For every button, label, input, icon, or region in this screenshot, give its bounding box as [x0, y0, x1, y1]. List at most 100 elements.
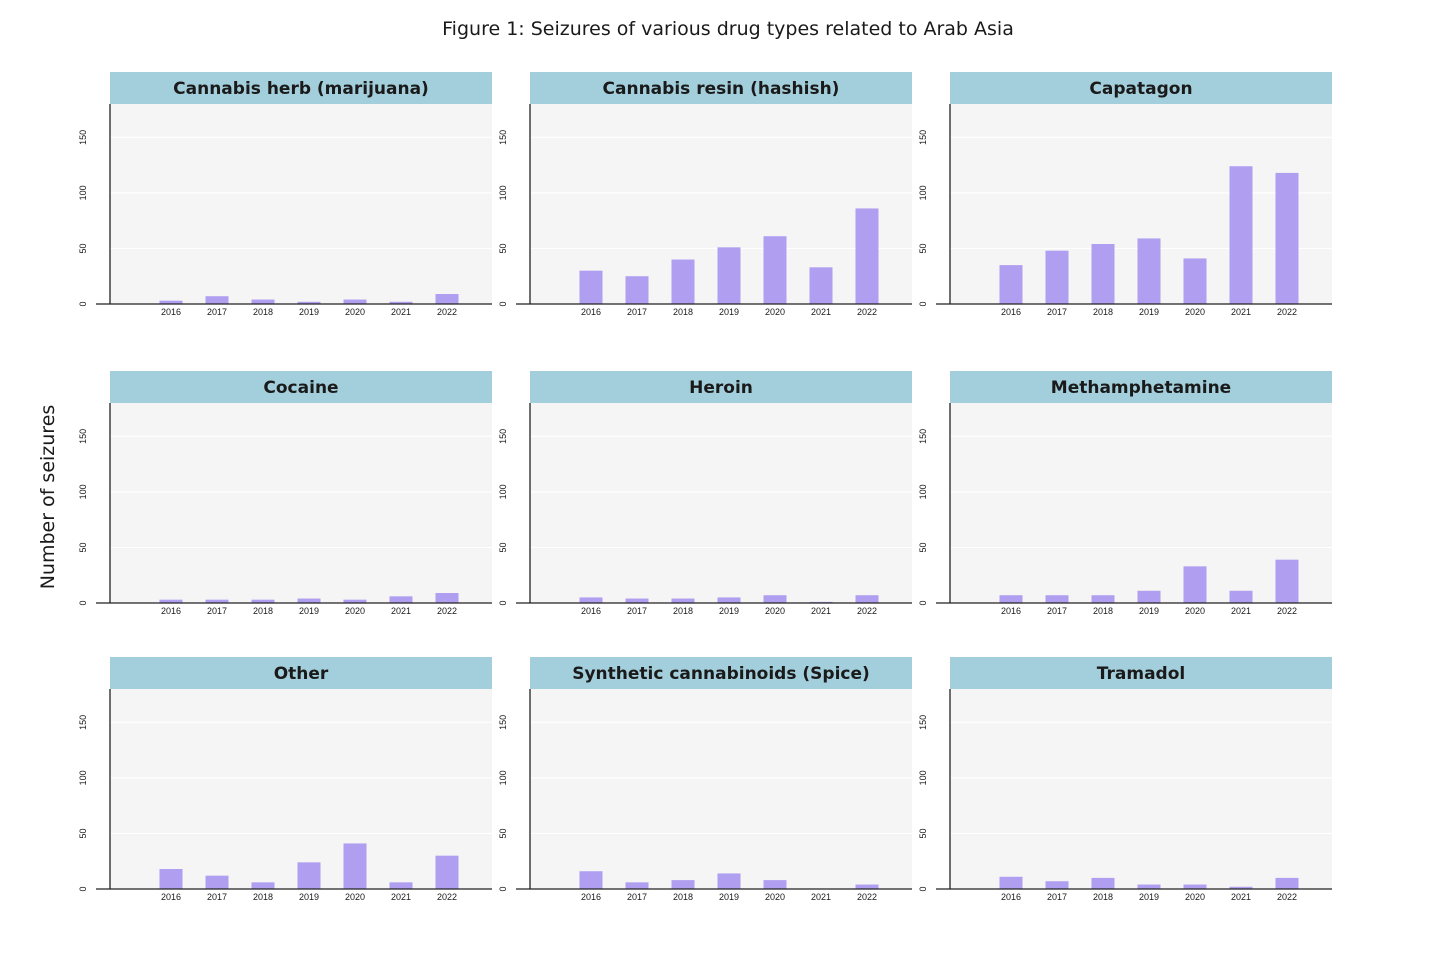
x-tick-label: 2020 — [1185, 606, 1205, 616]
bar-2022 — [1275, 559, 1299, 603]
bar-2019 — [297, 862, 321, 889]
x-tick-label: 2020 — [345, 606, 365, 616]
bar-2020 — [343, 299, 367, 304]
y-tick-label: 150 — [78, 429, 88, 444]
panel-title: Cannabis resin (hashish) — [603, 79, 840, 99]
x-tick-label: 2016 — [1001, 307, 1021, 317]
x-tick-label: 2017 — [1047, 307, 1067, 317]
bar-2020 — [343, 843, 367, 889]
bar-2017 — [1045, 881, 1069, 889]
x-tick-label: 2021 — [1231, 307, 1251, 317]
y-tick-label: 150 — [918, 130, 928, 145]
bar-2017 — [205, 599, 229, 603]
bar-2020 — [343, 599, 367, 603]
plot-area — [110, 104, 492, 304]
y-tick-label: 100 — [498, 770, 508, 785]
bar-2016 — [579, 597, 603, 603]
bar-2018 — [671, 880, 695, 889]
y-tick-label: 50 — [78, 828, 88, 838]
plot-area — [110, 689, 492, 889]
bar-2018 — [251, 299, 275, 304]
x-tick-label: 2022 — [1277, 307, 1297, 317]
bar-2016 — [159, 869, 183, 889]
y-tick-label: 0 — [78, 600, 88, 605]
x-tick-label: 2021 — [1231, 606, 1251, 616]
x-tick-label: 2020 — [345, 892, 365, 902]
panel-header — [110, 657, 492, 689]
x-tick-label: 2017 — [627, 892, 647, 902]
y-tick-label: 100 — [78, 770, 88, 785]
bar-2022 — [435, 593, 459, 603]
plot-area — [950, 403, 1332, 603]
bar-2019 — [297, 301, 321, 304]
panel-title: Other — [274, 664, 329, 684]
bar-2021 — [809, 267, 833, 304]
bar-2016 — [999, 876, 1023, 889]
chart-panel: Tramadol 2016 2017 2018 2019 2020 2021 2022 0 50 1… — [918, 657, 1332, 902]
chart-panel: Methamphetamine 2016 2017 2018 2019 2020 2021 2… — [918, 371, 1332, 616]
y-tick-label: 150 — [78, 130, 88, 145]
plot-area — [950, 689, 1332, 889]
bar-2022 — [435, 294, 459, 304]
x-tick-label: 2022 — [857, 606, 877, 616]
panel-header — [950, 371, 1332, 403]
x-tick-label: 2018 — [1093, 307, 1113, 317]
bar-2019 — [717, 247, 741, 304]
x-tick-label: 2016 — [161, 307, 181, 317]
bar-2022 — [435, 855, 459, 889]
x-tick-label: 2020 — [345, 307, 365, 317]
x-tick-label: 2019 — [299, 307, 319, 317]
bar-2018 — [251, 882, 275, 889]
bar-2020 — [763, 595, 787, 603]
y-tick-label: 100 — [78, 185, 88, 200]
panel-header — [530, 657, 912, 689]
bar-2018 — [671, 598, 695, 603]
chart-panel: Cannabis herb (marijuana) 2016 2017 2018 201… — [78, 72, 492, 317]
panel-header — [530, 371, 912, 403]
x-tick-label: 2022 — [437, 606, 457, 616]
plot-area — [110, 403, 492, 603]
y-tick-label: 50 — [918, 542, 928, 552]
x-tick-label: 2016 — [581, 606, 601, 616]
panel-title: Heroin — [689, 378, 753, 398]
plot-area — [530, 689, 912, 889]
bar-2017 — [205, 296, 229, 304]
y-tick-label: 150 — [78, 715, 88, 730]
x-tick-label: 2019 — [719, 606, 739, 616]
bar-2019 — [1137, 238, 1161, 304]
bar-2019 — [297, 598, 321, 603]
bar-2016 — [159, 300, 183, 304]
bar-2021 — [1229, 166, 1253, 304]
x-tick-label: 2019 — [719, 892, 739, 902]
y-tick-label: 150 — [918, 715, 928, 730]
y-tick-label: 50 — [498, 828, 508, 838]
y-tick-label: 50 — [498, 542, 508, 552]
y-tick-label: 0 — [78, 301, 88, 306]
panel-title: Tramadol — [1097, 664, 1185, 684]
x-tick-label: 2022 — [437, 892, 457, 902]
x-tick-label: 2016 — [161, 892, 181, 902]
panel-header — [110, 371, 492, 403]
bar-2021 — [389, 301, 413, 304]
figure-title: Figure 1: Seizures of various drug types… — [442, 18, 1014, 40]
y-tick-label: 100 — [918, 185, 928, 200]
y-tick-label: 0 — [498, 600, 508, 605]
y-tick-label: 100 — [78, 484, 88, 499]
chart-panel: Cannabis resin (hashish) 2016 2017 2018 2019… — [498, 72, 912, 317]
x-tick-label: 2022 — [857, 892, 877, 902]
x-tick-label: 2018 — [673, 606, 693, 616]
bar-2019 — [1137, 884, 1161, 889]
panel-title: Cannabis herb (marijuana) — [173, 79, 429, 99]
x-tick-label: 2019 — [299, 892, 319, 902]
x-tick-label: 2017 — [1047, 892, 1067, 902]
bar-2016 — [579, 270, 603, 304]
y-tick-label: 50 — [918, 243, 928, 253]
x-tick-label: 2022 — [437, 307, 457, 317]
x-tick-label: 2016 — [1001, 892, 1021, 902]
x-tick-label: 2018 — [253, 892, 273, 902]
x-tick-label: 2019 — [719, 307, 739, 317]
bar-2016 — [999, 265, 1023, 304]
bar-2017 — [1045, 250, 1069, 304]
bar-2018 — [671, 259, 695, 304]
